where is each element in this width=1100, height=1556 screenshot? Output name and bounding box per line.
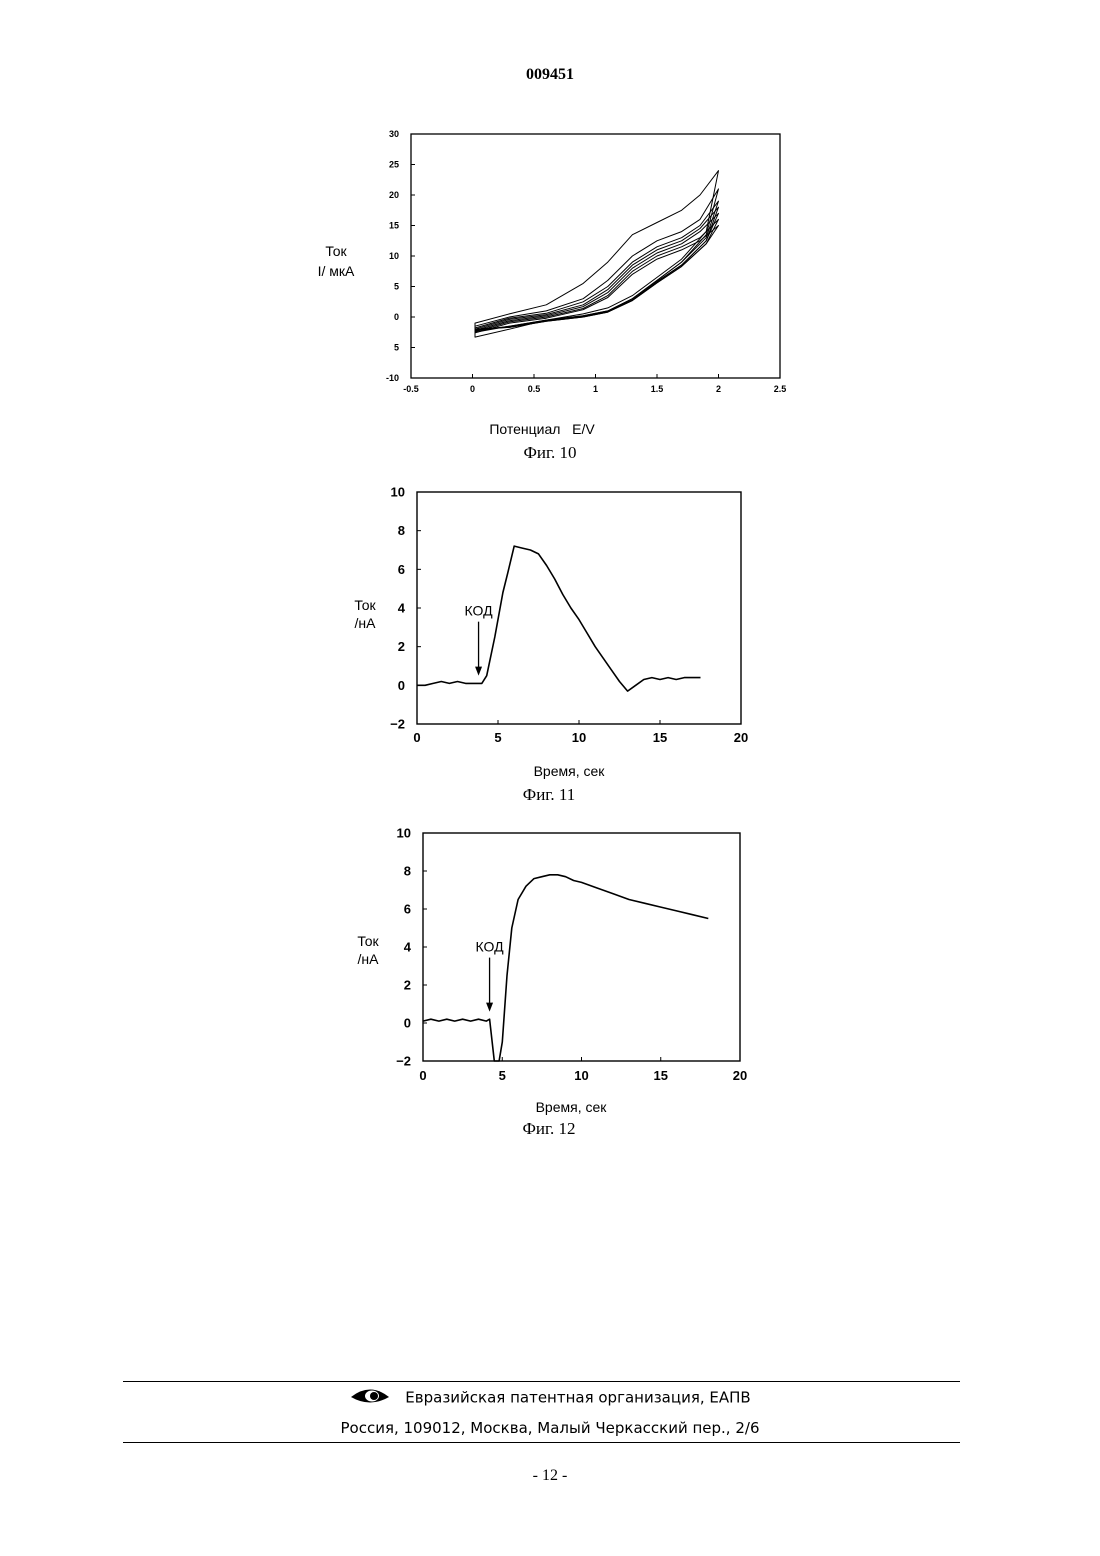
y-axis-label: Ток	[357, 933, 379, 949]
series-line	[423, 875, 708, 1061]
y-tick-label: 20	[389, 190, 399, 200]
y-axis-label: I/ мкА	[318, 263, 355, 279]
figure-12-current-time-plot: 051015201086420−2Ток/нАВремя, секФиг. 12…	[0, 820, 1100, 1145]
x-axis-label: Время, сек	[536, 1099, 608, 1115]
y-tick-label: 8	[398, 523, 405, 538]
figure-11-current-time-plot: 051015201086420−2Ток/нАВремя, секФиг. 11…	[0, 480, 1100, 810]
y-tick-label: 5	[394, 343, 399, 353]
y-tick-label: 6	[398, 562, 405, 577]
eapo-eye-logo-icon	[349, 1386, 391, 1410]
y-tick-label: 5	[394, 282, 399, 292]
x-tick-label: 1	[593, 384, 598, 394]
x-tick-label: 15	[654, 1068, 668, 1083]
y-tick-label: −2	[396, 1054, 411, 1069]
y-tick-label: 25	[389, 160, 399, 170]
x-tick-label: 15	[653, 730, 667, 745]
footer-org-name: Евразийская патентная организация, ЕАПВ	[405, 1389, 750, 1407]
annotation-label: КОД	[465, 603, 494, 619]
y-tick-label: 6	[404, 902, 411, 917]
y-tick-label: 10	[397, 826, 411, 841]
y-tick-label: 8	[404, 864, 411, 879]
annotation-arrow-head	[475, 667, 482, 676]
y-tick-label: 4	[398, 601, 406, 616]
y-tick-label: 2	[404, 978, 411, 993]
y-tick-label: 4	[404, 940, 412, 955]
page-number: - 12 -	[0, 1467, 1100, 1485]
y-tick-label: 10	[389, 251, 399, 261]
x-tick-label: 0	[470, 384, 475, 394]
figure-caption: Фиг. 11	[523, 785, 575, 804]
x-tick-label: 10	[574, 1068, 588, 1083]
x-tick-label: 0	[419, 1068, 426, 1083]
annotation-label: КОД	[476, 939, 505, 955]
figure-10-cyclic-voltammogram: -0.5 0 0.5 1 1.5 2 2.5 30 25 20 15 10 5 0 5 -10 Ток I/ мк…	[0, 120, 1100, 470]
x-axis-label: Потенциал E/V	[489, 421, 595, 437]
x-tick-label: -0.5	[403, 384, 419, 394]
figure-caption: Фиг. 12	[522, 1119, 575, 1138]
x-tick-label: 10	[572, 730, 586, 745]
x-tick-label: 2	[716, 384, 721, 394]
x-tick-label: 0	[413, 730, 420, 745]
y-axis-label: Ток	[354, 597, 376, 613]
footer-organization: Евразийская патентная организация, ЕАПВ	[0, 1386, 1100, 1410]
y-tick-label: 30	[389, 129, 399, 139]
y-tick-label: 15	[389, 221, 399, 231]
series-line	[417, 546, 701, 691]
footer-bottom-rule	[123, 1442, 960, 1443]
footer-top-rule	[123, 1381, 960, 1382]
y-tick-label: 2	[398, 639, 405, 654]
annotation-arrow-head	[486, 1003, 493, 1012]
y-axis-label: /нА	[355, 615, 377, 631]
y-tick-label: -10	[386, 373, 399, 383]
x-axis-label: Время, сек	[534, 763, 606, 779]
y-axis-label: /нА	[358, 951, 380, 967]
x-tick-label: 5	[494, 730, 501, 745]
x-tick-label: 2.5	[774, 384, 787, 394]
x-tick-label: 5	[499, 1068, 506, 1083]
y-tick-label: 0	[404, 1016, 411, 1031]
series-line	[475, 207, 719, 330]
y-tick-label: −2	[390, 717, 405, 732]
document-number: 009451	[0, 66, 1100, 84]
x-tick-label: 0.5	[528, 384, 541, 394]
y-axis-label: Ток	[325, 243, 347, 259]
series-line	[475, 171, 719, 338]
y-tick-label: 0	[398, 678, 405, 693]
footer-address: Россия, 109012, Москва, Малый Черкасский…	[0, 1419, 1100, 1437]
y-tick-label: 0	[394, 312, 399, 322]
plot-frame	[411, 134, 780, 378]
x-tick-label: 20	[733, 1068, 747, 1083]
x-tick-label: 1.5	[651, 384, 664, 394]
x-tick-label: 20	[734, 730, 748, 745]
y-tick-label: 10	[391, 485, 405, 500]
plot-frame	[423, 833, 740, 1061]
figure-caption: Фиг. 10	[523, 443, 576, 462]
